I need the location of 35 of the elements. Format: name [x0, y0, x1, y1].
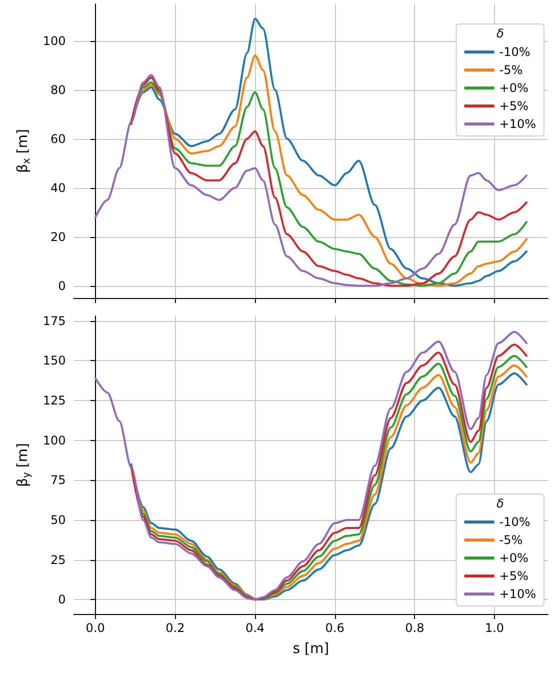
x-tick-label: 0.6 — [325, 621, 344, 635]
legend-title: δ — [496, 496, 504, 510]
legend-label: +0% — [499, 551, 528, 565]
y-tick-label: 80 — [50, 82, 66, 97]
x-axis-title: s [m] — [292, 641, 330, 657]
x-tick-label: 0.8 — [405, 621, 424, 635]
x-tick-label: 0.0 — [86, 621, 105, 635]
x-tick-label: 0.2 — [166, 621, 185, 635]
legend-title: δ — [496, 26, 504, 40]
x-tick-label: 1.0 — [484, 621, 504, 635]
y-tick-label: 50 — [50, 512, 66, 527]
y-tick-label: 0 — [58, 278, 66, 293]
y-axis-title: βy [m] — [15, 443, 32, 487]
legend-label: -5% — [499, 63, 523, 77]
y-tick-label: 100 — [42, 433, 66, 448]
legend-label: +5% — [499, 569, 528, 583]
y-tick-label: 60 — [50, 132, 66, 146]
legend-label: -10% — [499, 515, 530, 529]
legend-label: -10% — [499, 45, 530, 59]
y-tick-label: 25 — [50, 552, 66, 567]
legend-label: +10% — [499, 117, 536, 131]
legend-label: +10% — [499, 587, 536, 601]
y-tick-label: 150 — [42, 354, 66, 368]
legend-label: +0% — [499, 81, 528, 95]
y-tick-label: 75 — [50, 473, 66, 488]
y-axis-title: βx [m] — [15, 129, 32, 173]
y-tick-label: 40 — [50, 180, 66, 195]
y-tick-label: 175 — [42, 314, 66, 328]
legend-label: -5% — [499, 533, 523, 547]
x-tick-label: 0.4 — [245, 621, 265, 635]
legend-label: +5% — [499, 99, 528, 113]
y-tick-label: 20 — [50, 230, 66, 244]
y-tick-label: 0 — [58, 592, 66, 607]
y-tick-label: 125 — [42, 393, 66, 408]
y-tick-label: 100 — [42, 34, 66, 48]
